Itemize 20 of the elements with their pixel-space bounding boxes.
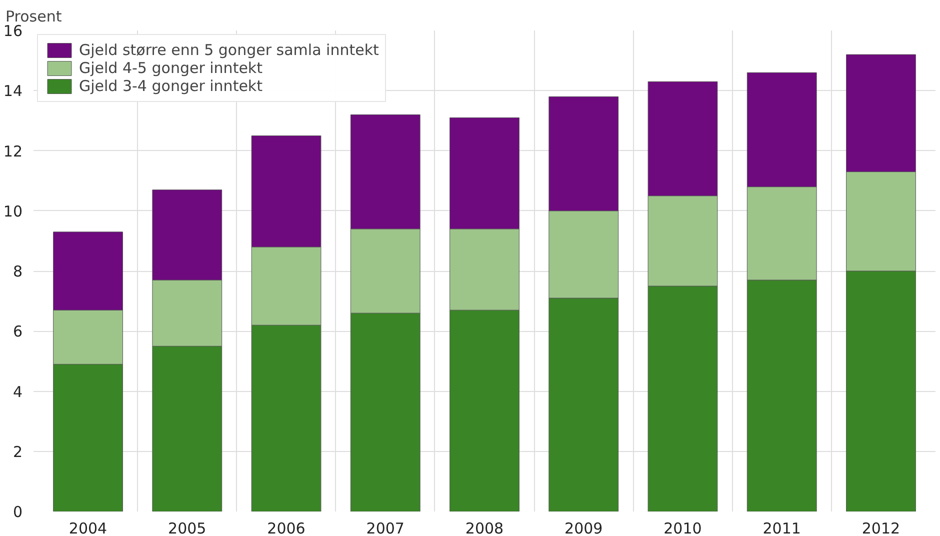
x-tick-label: 2010 (664, 520, 702, 536)
legend-label: Gjeld 4-5 gonger inntekt (79, 59, 262, 77)
y-tick-label: 10 (3, 202, 23, 220)
x-tick-label: 2012 (862, 520, 900, 536)
y-tick-label: 12 (3, 142, 23, 160)
y-tick-label: 0 (12, 503, 23, 521)
x-tick-label: 2007 (366, 520, 404, 536)
y-tick-label: 6 (12, 322, 23, 341)
y-tick-label: 14 (3, 82, 23, 100)
legend-label: Gjeld 3-4 gonger inntekt (79, 77, 262, 95)
x-tick-label: 2005 (168, 520, 206, 536)
x-tick-label: 2006 (267, 520, 306, 536)
legend-label: Gjeld større enn 5 gonger samla inntekt (79, 41, 379, 59)
x-tick-label: 2008 (465, 520, 504, 536)
y-tick-label: 2 (12, 442, 23, 461)
x-tick-label: 2011 (762, 520, 801, 536)
x-tick-label: 2009 (564, 520, 603, 536)
x-tick-label: 2004 (68, 520, 108, 536)
y-tick-label: 8 (12, 262, 23, 280)
y-tick-label: 4 (12, 382, 23, 401)
